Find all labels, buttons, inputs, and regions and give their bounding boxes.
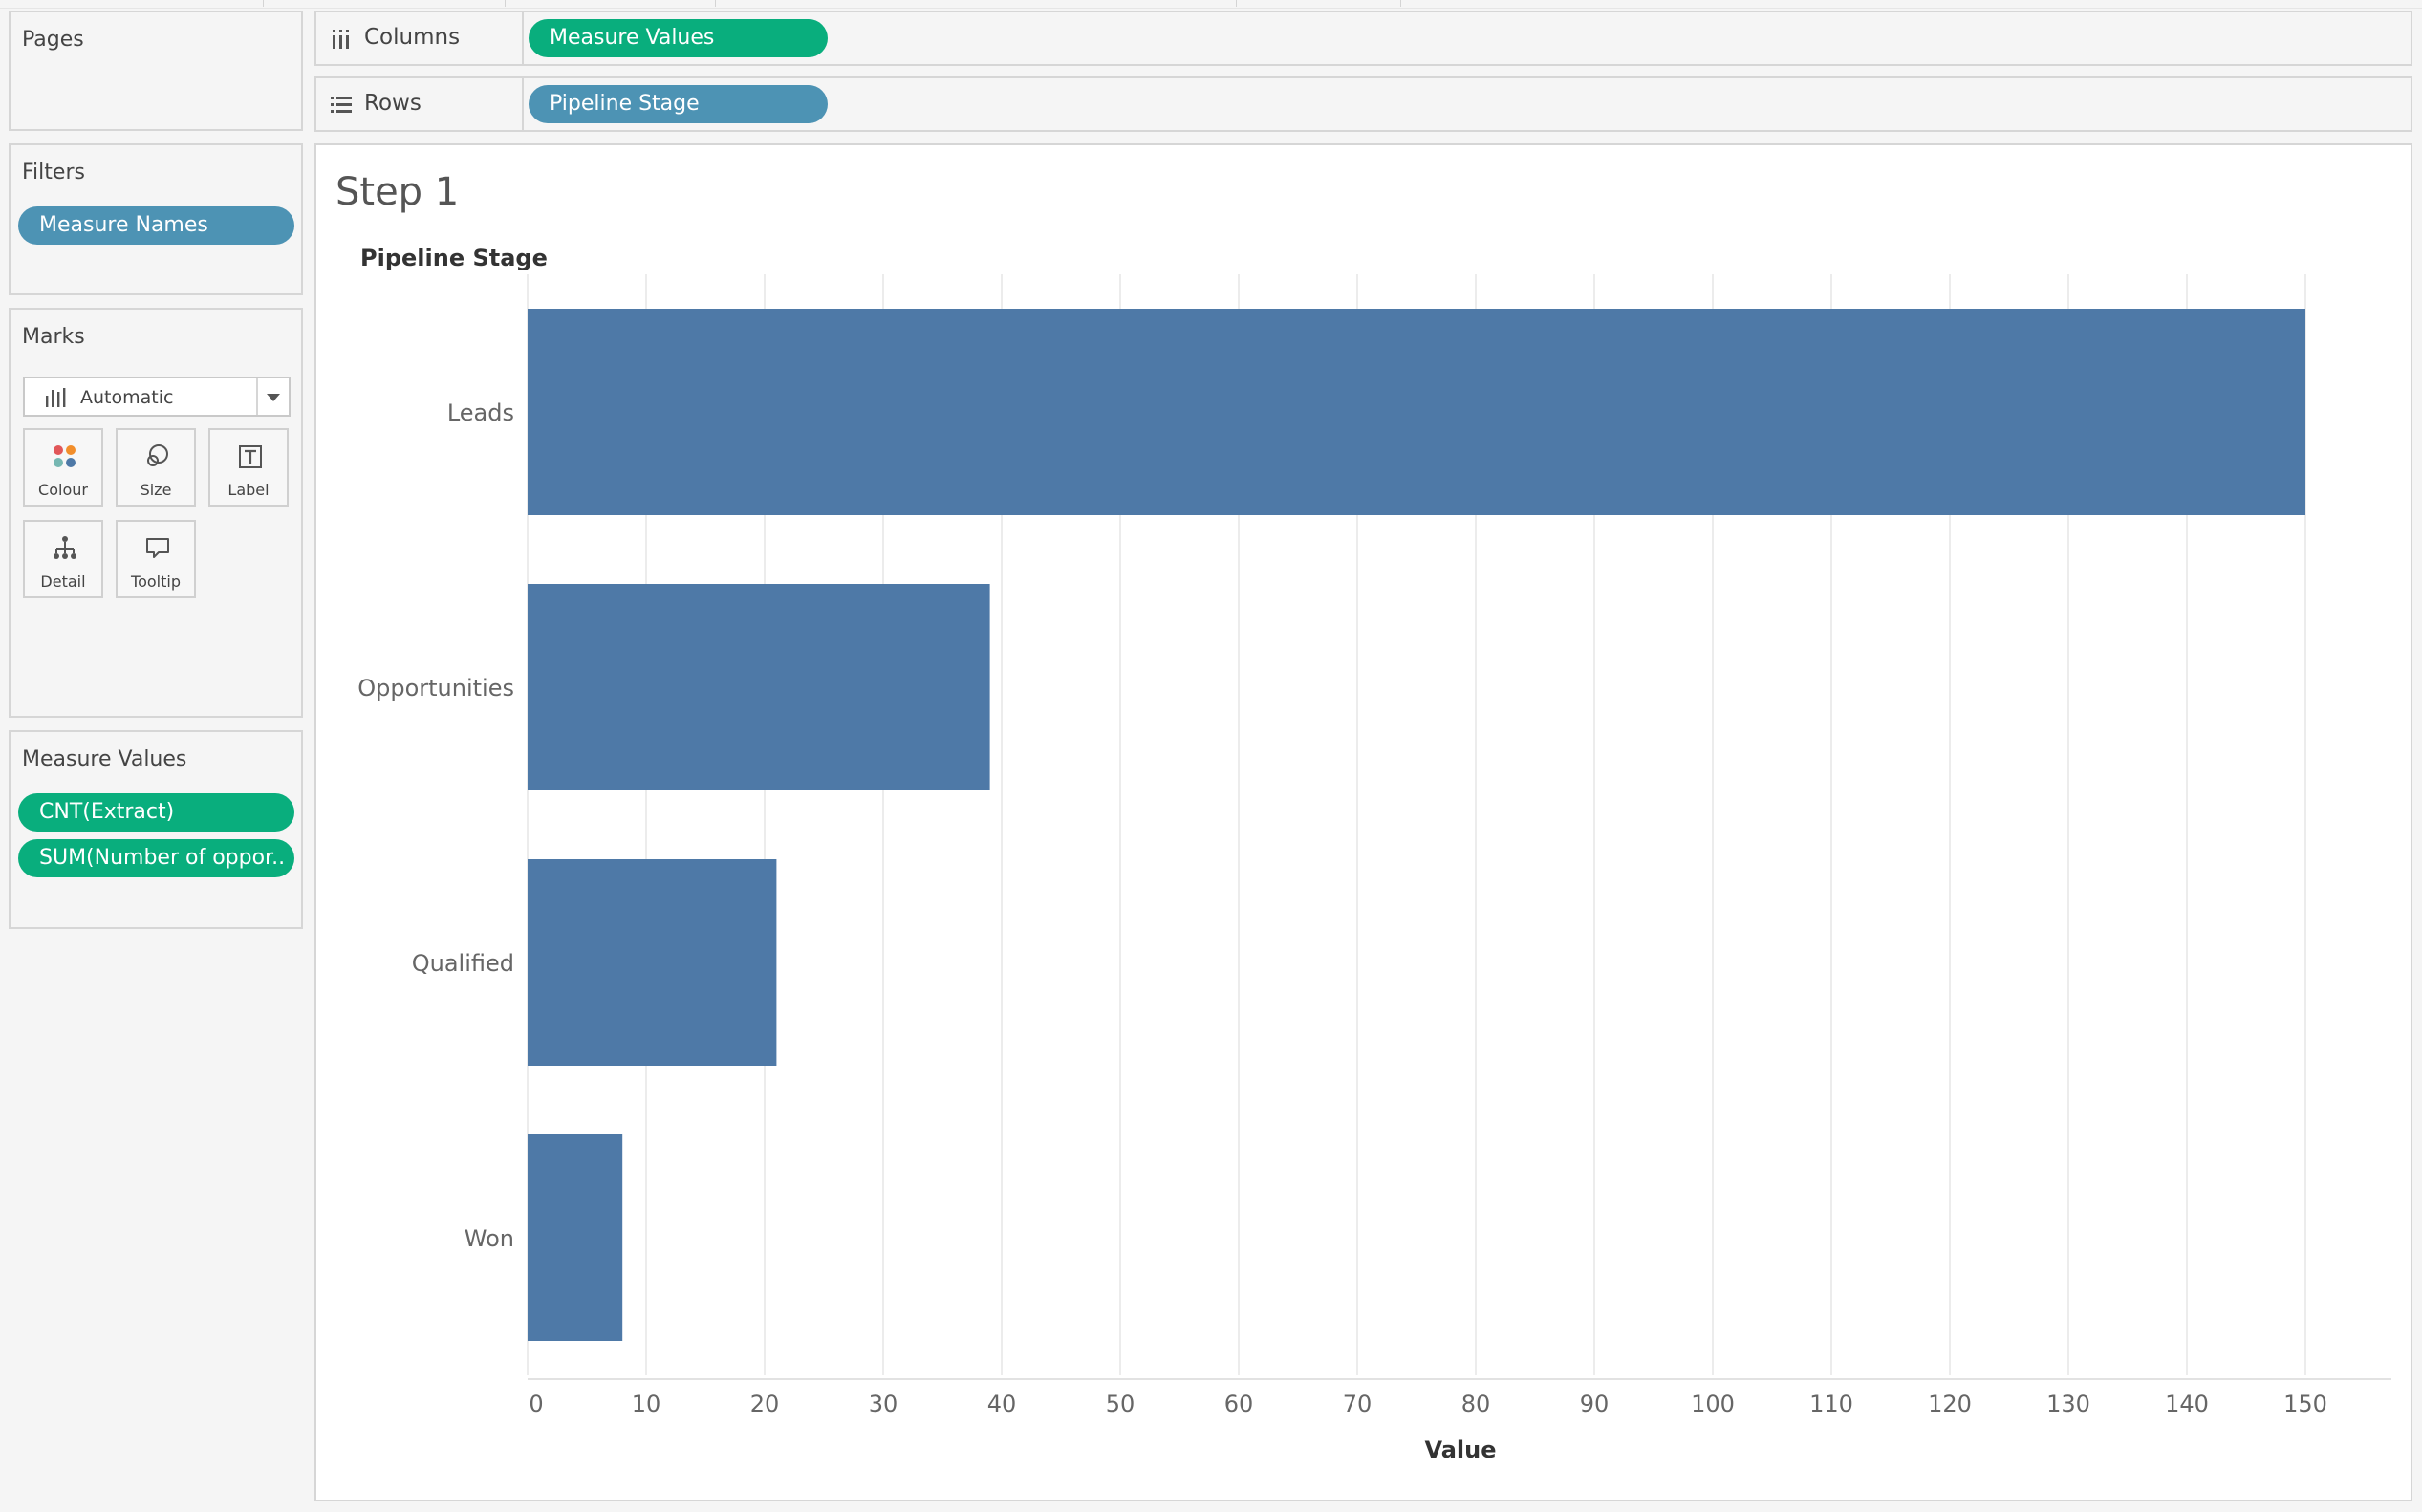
- row-field-header[interactable]: Pipeline Stage: [360, 245, 548, 271]
- x-tick-label: 100: [1691, 1391, 1735, 1417]
- tooltip-button[interactable]: Tooltip: [116, 520, 196, 598]
- label-button[interactable]: Label: [208, 428, 289, 507]
- x-tick-label: 120: [1928, 1391, 1972, 1417]
- chevron-down-icon[interactable]: [267, 394, 280, 401]
- strip-divider: [263, 0, 264, 7]
- colour-icon: [54, 445, 76, 467]
- pages-title: Pages: [22, 28, 84, 52]
- rows-shelf-label: Rows: [364, 91, 422, 116]
- size-button[interactable]: Size: [116, 428, 196, 507]
- category-label[interactable]: Opportunities: [357, 675, 514, 702]
- filters-title: Filters: [22, 161, 85, 184]
- colour-label: Colour: [38, 481, 88, 499]
- mark-type-label: Automatic: [80, 387, 174, 408]
- bar-opportunities[interactable]: [528, 584, 990, 790]
- rows-shelf-header: Rows: [316, 78, 524, 130]
- tooltip-label: Tooltip: [131, 572, 181, 591]
- x-axis-title[interactable]: Value: [1424, 1436, 1496, 1463]
- x-tick-label: 10: [632, 1391, 661, 1417]
- marks-title: Marks: [22, 325, 85, 349]
- x-tick-label: 20: [750, 1391, 780, 1417]
- bar-chart: Leads Opportunities Qualified Won 0 10 20 30 40 5…: [357, 274, 2391, 1463]
- rows-pill-pipeline-stage[interactable]: Pipeline Stage: [529, 85, 828, 123]
- bar-won[interactable]: [528, 1134, 623, 1341]
- worksheet-view: Step 1 Pipeline Stage Leads Opportunities…: [314, 143, 2412, 1501]
- category-label[interactable]: Qualified: [412, 950, 514, 977]
- detail-label: Detail: [40, 572, 86, 591]
- rows-icon: [331, 97, 352, 113]
- text-label-icon: [239, 445, 262, 468]
- size-label: Size: [140, 481, 172, 499]
- detail-icon: [54, 536, 76, 559]
- columns-icon: [333, 30, 349, 49]
- measure-pill-cnt-extract[interactable]: CNT(Extract): [18, 793, 294, 832]
- filters-card[interactable]: Filters Measure Names: [9, 143, 303, 295]
- size-icon: [147, 444, 168, 466]
- bar-chart-icon: [46, 388, 66, 407]
- x-tick-label: 90: [1580, 1391, 1610, 1417]
- x-tick-label: 60: [1224, 1391, 1254, 1417]
- rows-shelf[interactable]: Rows Pipeline Stage: [314, 76, 2412, 132]
- category-label[interactable]: Leads: [447, 400, 514, 426]
- filter-pill-measure-names[interactable]: Measure Names: [18, 206, 294, 245]
- strip-divider: [715, 0, 716, 7]
- x-tick-label: 110: [1809, 1391, 1853, 1417]
- label-label: Label: [227, 481, 270, 499]
- bar-qualified[interactable]: [528, 859, 777, 1066]
- x-tick-label: 40: [987, 1391, 1017, 1417]
- x-tick-label: 80: [1461, 1391, 1491, 1417]
- strip-divider: [505, 0, 506, 7]
- x-tick-label: 50: [1106, 1391, 1135, 1417]
- colour-button[interactable]: Colour: [23, 428, 103, 507]
- detail-button[interactable]: Detail: [23, 520, 103, 598]
- x-tick-label: 0: [529, 1391, 543, 1417]
- measure-values-title: Measure Values: [22, 747, 187, 771]
- dropdown-divider: [256, 378, 258, 415]
- pages-card[interactable]: Pages: [9, 11, 303, 131]
- x-tick-label: 70: [1343, 1391, 1373, 1417]
- columns-pill-measure-values[interactable]: Measure Values: [529, 19, 828, 57]
- x-tick-label: 140: [2165, 1391, 2209, 1417]
- measure-values-card[interactable]: Measure Values CNT(Extract) SUM(Number o…: [9, 730, 303, 929]
- columns-shelf-label: Columns: [364, 25, 461, 50]
- x-tick-label: 150: [2283, 1391, 2327, 1417]
- x-tick-label: 30: [869, 1391, 898, 1417]
- speech-bubble-icon: [146, 538, 169, 558]
- strip-divider: [1236, 0, 1237, 7]
- bar-leads[interactable]: [528, 309, 2305, 515]
- marks-card: Marks Automatic Colour Size: [9, 308, 303, 718]
- columns-shelf[interactable]: Columns Measure Values: [314, 11, 2412, 66]
- mark-type-dropdown[interactable]: Automatic: [23, 377, 291, 417]
- x-tick-label: 130: [2046, 1391, 2090, 1417]
- columns-shelf-header: Columns: [316, 12, 524, 64]
- sheet-title: Step 1: [335, 170, 460, 214]
- category-label[interactable]: Won: [465, 1225, 514, 1252]
- top-strip: [0, 0, 2422, 9]
- strip-divider: [1400, 0, 1401, 7]
- measure-pill-sum-opportunities[interactable]: SUM(Number of oppor..: [18, 839, 294, 877]
